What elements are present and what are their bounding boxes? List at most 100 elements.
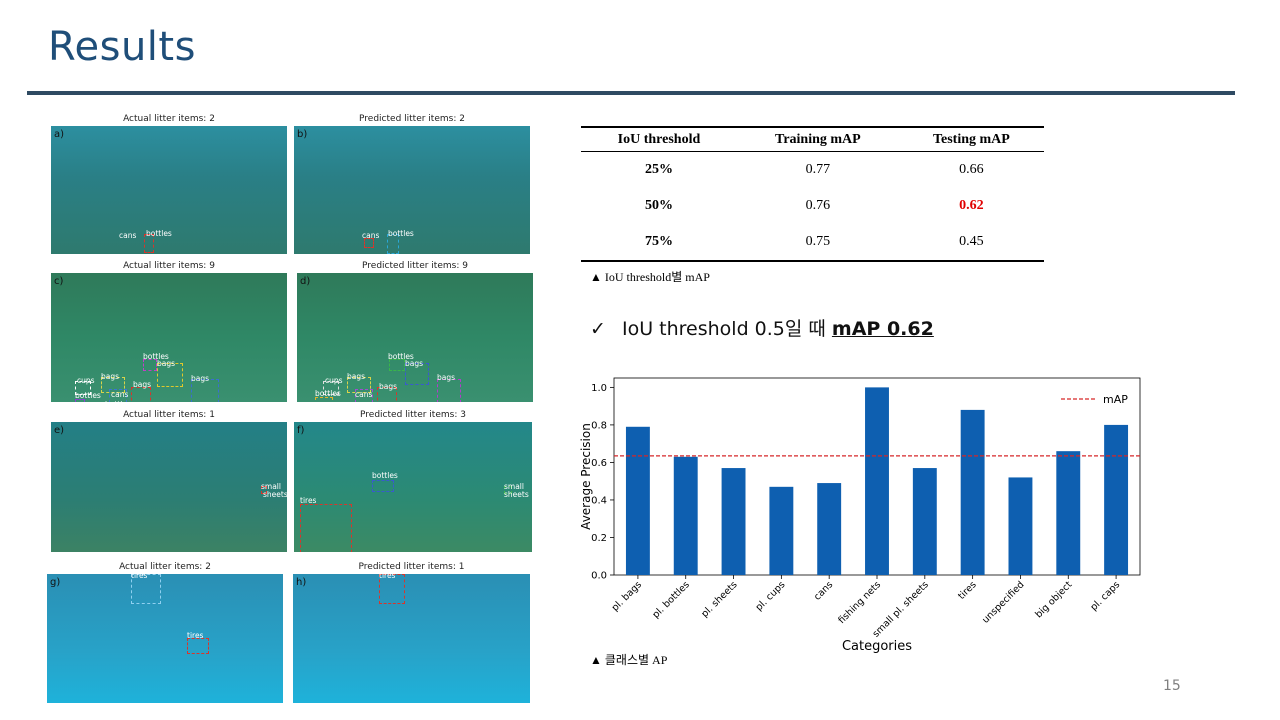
bounding-box — [300, 504, 352, 552]
x-axis-label: Categories — [842, 639, 912, 654]
bounding-box — [372, 480, 394, 492]
y-tick-label: 1.0 — [591, 383, 607, 394]
underwater-image: c)bottlesbagscupsbagsbottlescansbagsbott… — [51, 273, 287, 402]
underwater-image: h) tires — [293, 574, 530, 703]
underwater-image: d)bottlesbagscupsbagsbottlescansbagsbott… — [297, 273, 533, 402]
detection-label: small — [261, 482, 281, 491]
detection-label: sheets — [263, 490, 287, 499]
panel-caption: Predicted litter items: 9 — [362, 261, 468, 271]
iou-threshold-cell: 25% — [644, 162, 673, 177]
panel-caption: Actual litter items: 2 — [123, 114, 215, 124]
bar — [1008, 477, 1033, 575]
bounding-box — [143, 359, 157, 371]
detection-label: bottles — [105, 401, 131, 403]
detection-label: bottles — [143, 352, 169, 361]
detection-label: tires — [187, 631, 204, 640]
panel-caption: Predicted litter items: 1 — [358, 562, 465, 572]
bounding-box — [109, 389, 127, 402]
detection-panel: Actual litter items: 1 e) small sheets — [51, 410, 287, 552]
bounding-box — [261, 486, 267, 494]
detection-panel: Predicted litter items: 9 d) bottles bags cu… — [297, 261, 533, 402]
bar — [673, 456, 698, 575]
underwater-image: a) cans bottles — [51, 126, 287, 254]
bar — [769, 486, 794, 575]
y-tick-label: 0.6 — [591, 458, 607, 469]
underwater-image: g) tires tires — [47, 574, 283, 703]
x-tick-label: big object — [1033, 579, 1074, 620]
detection-label: tires — [300, 496, 317, 505]
bounding-box — [315, 397, 333, 402]
x-tick-label: pl. caps — [1088, 579, 1122, 613]
detection-panel: Predicted litter items: 2 b) cans bottles — [294, 114, 530, 254]
underwater-image: b) cans bottles — [294, 126, 530, 254]
detection-label: bags — [133, 380, 152, 389]
bounding-box — [364, 238, 374, 248]
page-number: 15 — [1163, 678, 1181, 694]
bar — [817, 483, 842, 575]
detection-label: cans — [111, 390, 129, 399]
x-tick-label: pl. bags — [610, 579, 644, 613]
panel-caption: Actual litter items: 1 — [123, 410, 215, 420]
bounding-box — [75, 399, 85, 402]
detection-panel: Predicted litter items: 1 h) tires — [293, 562, 530, 703]
bounding-box — [131, 387, 151, 402]
panel-caption: Actual litter items: 2 — [119, 562, 211, 572]
iou-threshold-cell: 50% — [644, 198, 673, 213]
bounding-box — [187, 638, 209, 654]
panel-letter: f) — [297, 425, 305, 436]
y-tick-label: 0.4 — [591, 495, 607, 506]
detection-label: cans — [362, 231, 380, 240]
y-tick-label: 0.8 — [591, 420, 607, 431]
detection-label: bags — [101, 372, 120, 381]
panel-letter: e) — [54, 425, 65, 436]
detection-label: small — [504, 482, 524, 491]
bar — [912, 468, 937, 575]
detection-label: bags — [191, 374, 210, 383]
panel-caption: Actual litter items: 9 — [123, 261, 215, 271]
panel-caption: Predicted litter items: 3 — [360, 410, 466, 420]
x-tick-label: fishing nets — [836, 579, 883, 626]
bounding-box — [379, 574, 405, 604]
underwater-image: f) bottles tires small sheets — [294, 422, 532, 552]
bounding-box — [387, 234, 399, 254]
detection-panel: Actual litter items: 2 a) cans bottles — [51, 114, 287, 254]
bounding-box — [101, 377, 125, 393]
x-tick-label: unspecified — [980, 579, 1026, 625]
panel-letter: b) — [297, 129, 308, 140]
legend-label: mAP — [1103, 393, 1128, 406]
key-finding: ✓ IoU threshold 0.5일 때 mAP 0.62 — [590, 314, 934, 341]
bounding-box — [405, 363, 429, 385]
detection-label: cans — [119, 231, 137, 240]
detection-label: bottles — [372, 471, 398, 480]
bounding-box — [355, 389, 373, 402]
detection-label: bottles — [315, 389, 341, 398]
header-iou-threshold: IoU threshold — [581, 126, 737, 152]
detection-label: bags — [405, 359, 424, 368]
detection-panel: Actual litter items: 9 c) bottles bags cups b… — [51, 261, 287, 402]
table-caption: ▲ IoU threshold별 mAP — [590, 270, 710, 284]
training-map-cell: 0.77 — [805, 162, 831, 177]
key-finding-highlight: mAP 0.62 — [831, 318, 934, 340]
page-title: Results — [48, 24, 196, 70]
panel-letter: g) — [50, 577, 61, 588]
chart-caption: ▲ 클래스별 AP — [590, 653, 668, 667]
bounding-box — [389, 359, 405, 371]
bounding-box — [157, 363, 183, 387]
x-tick-label: pl. bottles — [651, 579, 692, 620]
bar — [625, 426, 650, 575]
bounding-box — [377, 387, 397, 402]
detection-label: bags — [437, 373, 456, 382]
panel-letter: c) — [54, 276, 64, 287]
bounding-box — [437, 379, 461, 402]
table-row: 50% 0.76 0.62 — [581, 188, 1044, 224]
bar — [721, 468, 746, 575]
detection-label: bottles — [388, 352, 414, 361]
training-map-cell: 0.75 — [736, 224, 899, 262]
header-testing-map: Testing mAP — [898, 126, 1044, 152]
bar — [865, 387, 889, 575]
x-tick-label: tires — [956, 579, 979, 602]
map-results-table: IoU threshold Training mAP Testing mAP 2… — [581, 126, 1044, 262]
detection-label: bags — [379, 382, 398, 391]
bounding-box — [323, 381, 339, 395]
table-header-row: IoU threshold Training mAP Testing mAP — [581, 126, 1044, 152]
